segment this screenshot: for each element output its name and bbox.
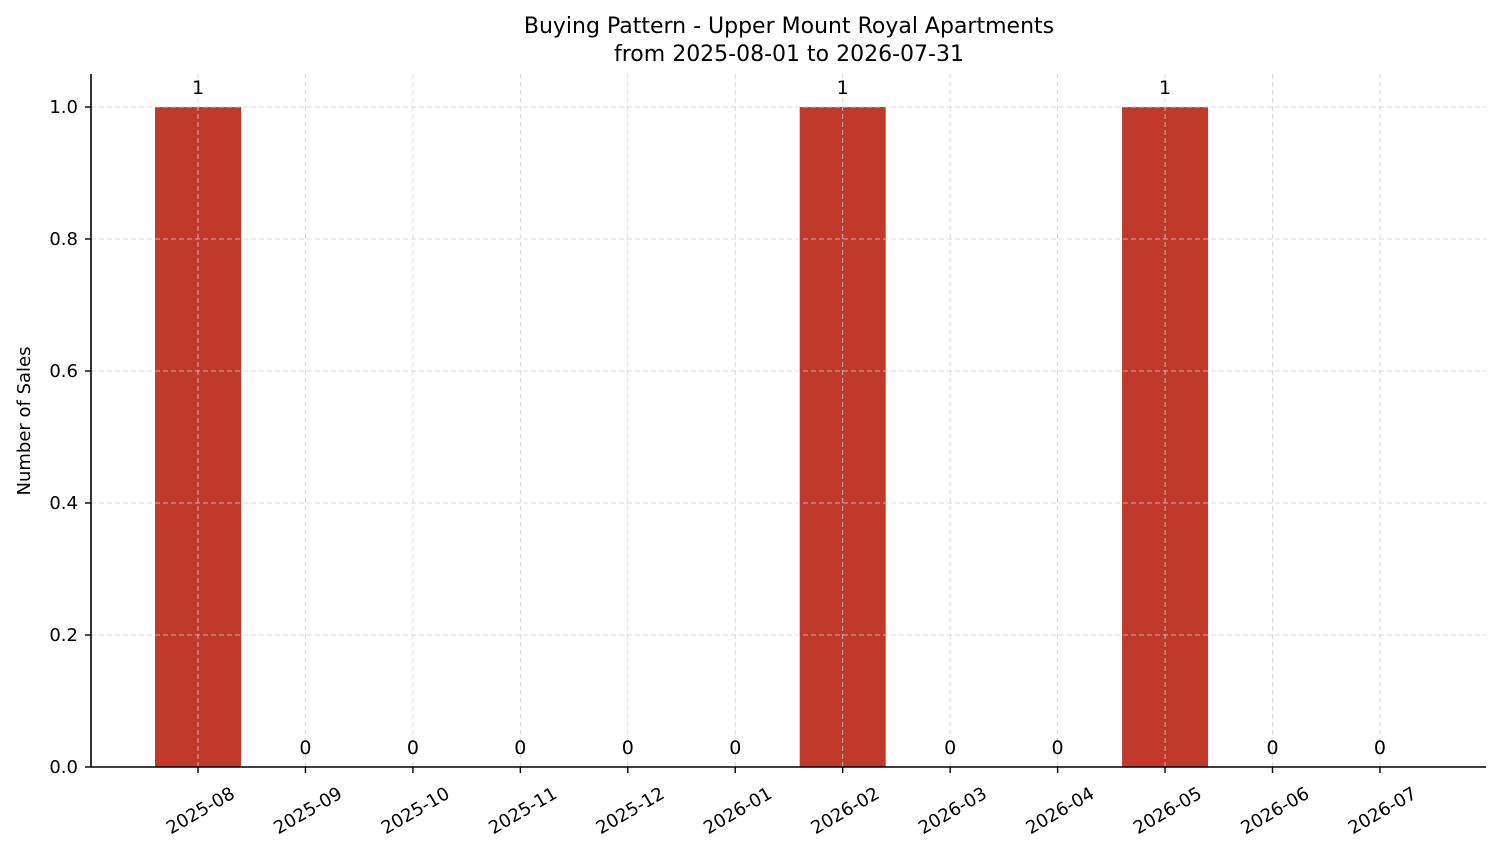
chart-subtitle: from 2025-08-01 to 2026-07-31 bbox=[614, 42, 964, 67]
y-tick-label: 0.8 bbox=[49, 229, 78, 250]
y-tick-label: 0.6 bbox=[49, 361, 78, 382]
x-tick-label: 2026-06 bbox=[1237, 783, 1313, 839]
x-tick-label: 2026-04 bbox=[1022, 783, 1098, 839]
data-labels: 1 0 0 0 0 0 1 0 0 1 0 0 bbox=[192, 77, 1386, 759]
x-tick-label: 2026-02 bbox=[808, 783, 884, 839]
bar-value-label: 1 bbox=[1159, 77, 1171, 99]
y-tick-label: 0.2 bbox=[49, 625, 78, 646]
bar-value-label: 0 bbox=[514, 737, 526, 759]
x-tick-label: 2026-05 bbox=[1130, 783, 1206, 839]
bar-value-label: 1 bbox=[837, 77, 849, 99]
x-tick-label: 2025-12 bbox=[593, 783, 669, 839]
x-tick-label: 2026-01 bbox=[700, 783, 776, 839]
bar-value-label: 0 bbox=[407, 737, 419, 759]
bar-value-label: 0 bbox=[944, 737, 956, 759]
x-tick-label: 2026-03 bbox=[915, 783, 991, 839]
x-tick-label: 2026-07 bbox=[1345, 783, 1421, 839]
x-ticks: 2025-08 2025-09 2025-10 2025-11 2025-12 2026-… bbox=[163, 767, 1421, 839]
bars bbox=[155, 107, 1209, 767]
bar-value-label: 0 bbox=[299, 737, 311, 759]
bar-value-label: 0 bbox=[1374, 737, 1386, 759]
grid-lines bbox=[91, 74, 1486, 767]
bar-value-label: 0 bbox=[729, 737, 741, 759]
bar-value-label: 0 bbox=[622, 737, 634, 759]
x-tick-label: 2025-11 bbox=[485, 783, 561, 839]
bar-value-label: 0 bbox=[1052, 737, 1064, 759]
bar-value-label: 0 bbox=[1266, 737, 1278, 759]
y-ticks: 0.0 0.2 0.4 0.6 0.8 1.0 bbox=[49, 97, 91, 778]
y-tick-label: 0.4 bbox=[49, 493, 78, 514]
axes bbox=[90, 74, 1486, 768]
x-tick-label: 2025-09 bbox=[270, 783, 346, 839]
y-tick-label: 1.0 bbox=[49, 97, 78, 118]
bar-value-label: 1 bbox=[192, 77, 204, 99]
y-axis-label: Number of Sales bbox=[14, 346, 35, 495]
y-tick-label: 0.0 bbox=[49, 757, 78, 778]
chart-title: Buying Pattern - Upper Mount Royal Apart… bbox=[524, 14, 1054, 39]
x-tick-label: 2025-08 bbox=[163, 783, 239, 839]
x-tick-label: 2025-10 bbox=[378, 783, 454, 839]
